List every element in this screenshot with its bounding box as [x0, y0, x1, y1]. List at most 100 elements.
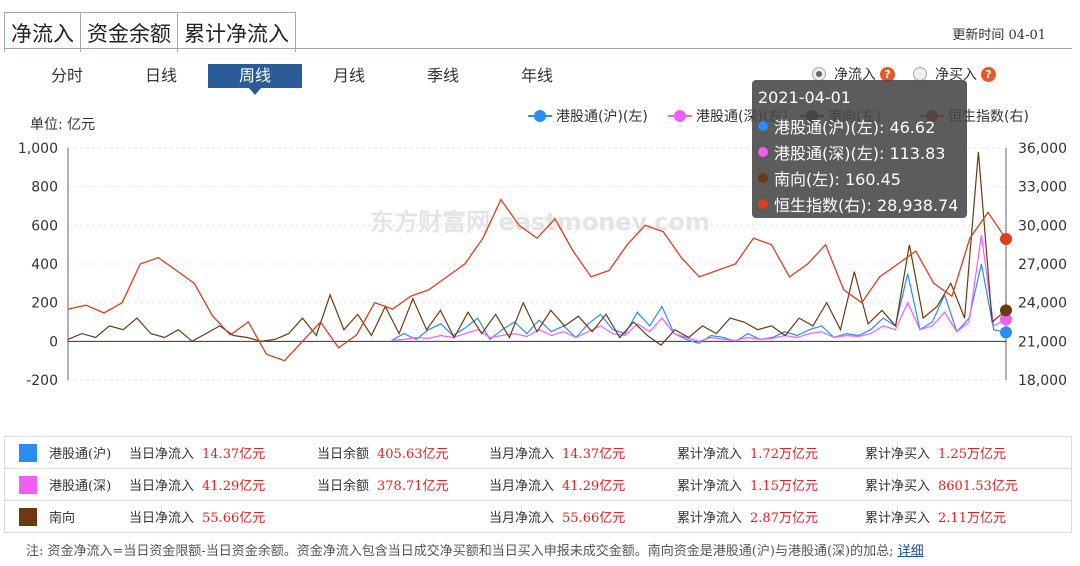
- table-cell: 当日余额 378.71亿元: [317, 475, 489, 494]
- radio-net-inflow-label: 净流入: [834, 67, 876, 83]
- y-right-tick-label: 21,000: [1018, 334, 1067, 350]
- series-line: [391, 234, 1007, 342]
- cell-label: 当日净流入: [129, 447, 195, 462]
- table-cell: 累计净流入 2.87万亿元: [677, 507, 865, 526]
- cell-value: 405.63亿元: [377, 447, 449, 462]
- table-cell: 当日净流入 55.66亿元: [129, 507, 317, 526]
- cell-label: 当日余额: [317, 479, 370, 494]
- period-tab-daily[interactable]: 日线: [144, 66, 177, 85]
- series-swatch: [19, 443, 37, 462]
- radio-net-inflow[interactable]: [812, 67, 826, 81]
- radio-net-buy-label: 净买入: [935, 67, 977, 83]
- help-icon[interactable]: ?: [981, 66, 996, 82]
- period-tab-bar: 分时 日线 周线 月线 季线 年线: [20, 64, 584, 95]
- cell-label: 累计净买入: [865, 447, 931, 462]
- tooltip-row: 港股通(沪)(左): 46.62: [758, 113, 961, 139]
- series-end-point: [1000, 304, 1012, 317]
- y-right-tick-label: 30,000: [1018, 218, 1067, 234]
- top-tab-bar: 净流入 资金余额 累计净流入: [4, 12, 296, 52]
- period-tab-weekly[interactable]: 周线: [208, 64, 302, 95]
- y-right-tick-label: 18,000: [1018, 373, 1067, 389]
- period-tab-intraday[interactable]: 分时: [50, 66, 83, 85]
- cell-value: 378.71亿元: [377, 479, 449, 494]
- table-cell: 当月净流入 14.37亿元: [489, 443, 677, 462]
- tooltip-date: 2021-04-01: [758, 88, 851, 107]
- table-cell: 累计净买入 2.11万亿元: [865, 507, 1006, 526]
- cell-label: 累计净流入: [677, 511, 743, 526]
- table-row: 南向 当日净流入 55.66亿元 当月净流入 55.66亿元 累计净流入 2.87万亿…: [5, 501, 1071, 532]
- series-line: [67, 198, 1007, 362]
- tab-cumulative-inflow[interactable]: 累计净流入: [178, 12, 296, 52]
- series-dot-icon: [758, 199, 768, 209]
- flow-type-radio-group: 净流入 ? 净买入 ?: [812, 64, 1014, 84]
- cell-value: 41.29亿元: [202, 479, 266, 494]
- cell-label: 当日净流入: [129, 511, 195, 526]
- cell-value: 55.66亿元: [202, 511, 266, 526]
- cell-value: 1.15万亿元: [750, 479, 818, 494]
- tab-net-inflow[interactable]: 净流入: [4, 12, 81, 52]
- period-tab-yearly[interactable]: 年线: [520, 66, 553, 85]
- unit-label: 单位: 亿元: [30, 117, 96, 133]
- row-name: 南向: [49, 511, 76, 526]
- legend-marker: [674, 110, 686, 122]
- summary-table: 港股通(沪) 当日净流入 14.37亿元 当日余额 405.63亿元 当月净流入 14…: [4, 436, 1072, 533]
- y-left-tick-label: 600: [31, 218, 58, 234]
- tab-fund-balance[interactable]: 资金余额: [81, 12, 178, 52]
- cell-value: 55.66亿元: [562, 511, 626, 526]
- series-dot-icon: [758, 147, 768, 157]
- legend-label: 恒生指数(右): [948, 109, 1029, 125]
- series-line: [391, 263, 1007, 344]
- y-right-tick-label: 27,000: [1018, 257, 1067, 273]
- table-cell: 当日余额 405.63亿元: [317, 443, 489, 462]
- period-tab-monthly[interactable]: 月线: [332, 66, 365, 85]
- series-end-point: [1000, 233, 1012, 246]
- cell-label: 累计净买入: [865, 479, 931, 494]
- details-link[interactable]: 详细: [897, 544, 924, 559]
- tooltip-row-label: 港股通(沪)(左): 46.62: [774, 118, 936, 137]
- period-tab-quarterly[interactable]: 季线: [426, 66, 459, 85]
- tab-divider: [4, 48, 1072, 49]
- table-cell: 当日净流入 14.37亿元: [129, 443, 317, 462]
- cell-label: 当月净流入: [489, 447, 555, 462]
- watermark: 东方财富网 eastmoney.com: [370, 208, 710, 236]
- table-cell: 当月净流入 55.66亿元: [489, 507, 677, 526]
- y-left-tick-label: 200: [31, 296, 58, 312]
- table-row: 港股通(深) 当日净流入 41.29亿元 当日余额 378.71亿元 当月净流入 41…: [5, 469, 1071, 501]
- help-icon[interactable]: ?: [880, 66, 895, 82]
- legend-label: 港股通(沪)(左): [556, 109, 648, 125]
- cell-value: 14.37亿元: [202, 447, 266, 462]
- table-cell: 当月净流入 41.29亿元: [489, 475, 677, 494]
- cell-value: 14.37亿元: [562, 447, 626, 462]
- row-name: 港股通(沪): [49, 447, 112, 462]
- table-cell: 累计净流入 1.72万亿元: [677, 443, 865, 462]
- cell-label: 当月净流入: [489, 511, 555, 526]
- y-left-tick-label: 1,000: [18, 141, 58, 157]
- y-right-tick-label: 36,000: [1018, 141, 1067, 157]
- tooltip-row: 恒生指数(右): 28,938.74: [758, 191, 961, 217]
- cell-value: 2.87万亿元: [750, 511, 818, 526]
- cell-label: 累计净流入: [677, 479, 743, 494]
- y-left-tick-label: 800: [31, 180, 58, 196]
- cell-value: 1.72万亿元: [750, 447, 818, 462]
- tooltip-row-label: 港股通(深)(左): 113.83: [774, 144, 946, 163]
- radio-net-buy[interactable]: [913, 67, 927, 81]
- cell-label: 当日净流入: [129, 479, 195, 494]
- cell-value: 1.25万亿元: [938, 447, 1006, 462]
- tooltip-row: 港股通(深)(左): 113.83: [758, 139, 961, 165]
- y-right-tick-label: 33,000: [1018, 180, 1067, 196]
- table-cell: 当日净流入 41.29亿元: [129, 475, 317, 494]
- series-swatch: [19, 507, 37, 526]
- series-swatch: [19, 475, 37, 494]
- y-left-tick-label: -200: [26, 373, 58, 389]
- y-left-tick-label: 400: [31, 257, 58, 273]
- footnote-text: 注: 资金净流入=当日资金限额-当日资金余额。资金净流入包含当日成交净买额和当日…: [26, 544, 894, 559]
- cell-label: 累计净流入: [677, 447, 743, 462]
- flow-chart[interactable]: 东方财富网 eastmoney.com -200 0 200 400 600 800 1,00…: [0, 100, 1080, 400]
- cell-value: 2.11万亿元: [938, 511, 1006, 526]
- tooltip-row-label: 南向(左): 160.45: [774, 170, 901, 189]
- cell-value: 8601.53亿元: [938, 479, 1018, 494]
- table-cell: 累计净流入 1.15万亿元: [677, 475, 865, 494]
- tooltip-row: 南向(左): 160.45: [758, 165, 961, 191]
- chart-tooltip: 2021-04-01 港股通(沪)(左): 46.62 港股通(深)(左): 1…: [752, 80, 967, 218]
- cell-label: 当月净流入: [489, 479, 555, 494]
